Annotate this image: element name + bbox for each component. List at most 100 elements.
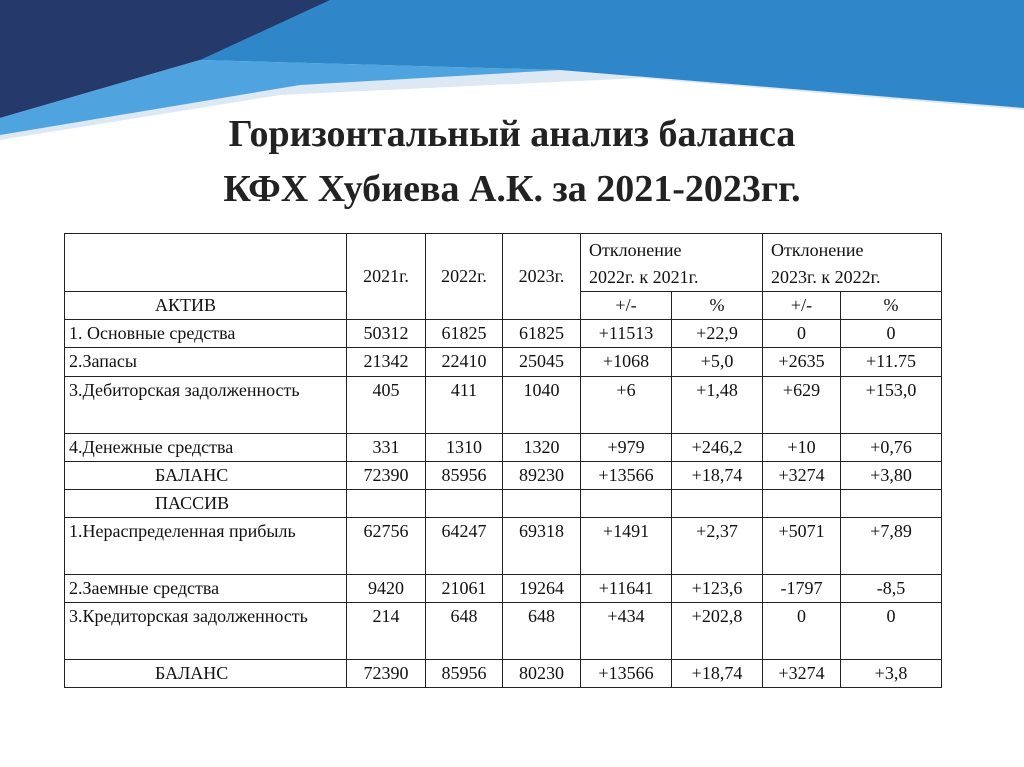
value-cell: +153,0 [840, 376, 942, 434]
value-cell: 1320 [502, 433, 581, 462]
sub-header: % [840, 291, 942, 320]
sub-header: +/- [580, 291, 672, 320]
row-label: 3.Кредиторская задолженность [64, 602, 347, 660]
value-cell: +202,8 [671, 602, 763, 660]
value-cell: 0 [840, 602, 942, 660]
value-cell: 50312 [346, 319, 426, 348]
value-cell: +11641 [580, 574, 672, 603]
empty-cell [64, 233, 347, 292]
value-cell: +3274 [762, 659, 841, 688]
value-cell: 89230 [502, 461, 581, 490]
value-cell: +1,48 [671, 376, 763, 434]
header-line: 2022г. к 2021г. [589, 267, 699, 287]
row-label: 4.Денежные средства [64, 433, 347, 462]
header-line: 2023г. к 2022г. [771, 267, 881, 287]
year-header: 2022г. [425, 233, 503, 320]
header-line: Отклонение [771, 240, 864, 260]
row-label: 1.Нераспределенная прибыль [64, 517, 347, 575]
section-label: АКТИВ [64, 291, 347, 320]
value-cell: +1068 [580, 347, 672, 377]
value-cell: +2,37 [671, 517, 763, 575]
value-cell: 214 [346, 602, 426, 660]
row-label: 2.Заемные средства [64, 574, 347, 603]
value-cell: +5,0 [671, 347, 763, 377]
empty-cell [671, 489, 763, 518]
value-cell: 64247 [425, 517, 503, 575]
value-cell: 1310 [425, 433, 503, 462]
value-cell: 648 [502, 602, 581, 660]
value-cell: 85956 [425, 461, 503, 490]
table-row: 1.Нераспределенная прибыль 62756 64247 6931… [64, 517, 942, 575]
row-label: ПАССИВ [64, 489, 347, 518]
band-navy [0, 0, 330, 118]
table-row: БАЛАНС 72390 85956 80230 +13566 +18,74 +3274 +3… [64, 659, 942, 688]
value-cell: 61825 [502, 319, 581, 348]
sub-header: % [671, 291, 763, 320]
title-line: Горизонтальный анализ баланса [228, 113, 796, 155]
value-cell: 1040 [502, 376, 581, 434]
value-cell: +18,74 [671, 461, 763, 490]
value-cell: 19264 [502, 574, 581, 603]
value-cell: 0 [762, 319, 841, 348]
value-cell: 21061 [425, 574, 503, 603]
value-cell: +979 [580, 433, 672, 462]
empty-cell [762, 489, 841, 518]
value-cell: 69318 [502, 517, 581, 575]
empty-cell [425, 489, 503, 518]
row-label: 2.Запасы [64, 347, 347, 377]
value-cell: 22410 [425, 347, 503, 377]
value-cell: +629 [762, 376, 841, 434]
value-cell: 72390 [346, 659, 426, 688]
deviation-header: Отклонение 2022г. к 2021г. [580, 233, 763, 292]
empty-cell [580, 489, 672, 518]
table-row: 4.Денежные средства 331 1310 1320 +979 +246,2… [64, 433, 942, 462]
band-blue [150, 0, 1024, 108]
value-cell: 648 [425, 602, 503, 660]
row-label: 1. Основные средства [64, 319, 347, 348]
title-line: КФХ Хубиева А.К. за 2021-2023гг. [223, 168, 801, 210]
value-cell: 62756 [346, 517, 426, 575]
value-cell: +1491 [580, 517, 672, 575]
value-cell: 25045 [502, 347, 581, 377]
table-row: БАЛАНС 72390 85956 89230 +13566 +18,74 +3274 +3… [64, 461, 942, 490]
value-cell: 80230 [502, 659, 581, 688]
empty-cell [346, 489, 426, 518]
value-cell: +3274 [762, 461, 841, 490]
value-cell: 405 [346, 376, 426, 434]
row-label: БАЛАНС [64, 659, 347, 688]
value-cell: +13566 [580, 461, 672, 490]
value-cell: +3,8 [840, 659, 942, 688]
value-cell: -8,5 [840, 574, 942, 603]
table-row: 1. Основные средства 50312 61825 61825 +1151… [64, 319, 942, 348]
table-row: 3.Дебиторская задолженность 405 411 1040 +6 +… [64, 376, 942, 434]
year-header: 2021г. [346, 233, 426, 320]
balance-table: 2021г. 2022г. 2023г. Отклонение 2022г. к … [64, 233, 942, 688]
value-cell: -1797 [762, 574, 841, 603]
value-cell: +10 [762, 433, 841, 462]
value-cell: 0 [840, 319, 942, 348]
value-cell: 85956 [425, 659, 503, 688]
value-cell: +0,76 [840, 433, 942, 462]
value-cell: 21342 [346, 347, 426, 377]
table-row: 3.Кредиторская задолженность 214 648 648 +43… [64, 602, 942, 660]
table-row: 2.Заемные средства 9420 21061 19264 +11641 +1… [64, 574, 942, 603]
header-line: Отклонение [589, 240, 682, 260]
value-cell: 0 [762, 602, 841, 660]
value-cell: 72390 [346, 461, 426, 490]
deviation-header: Отклонение 2023г. к 2022г. [762, 233, 942, 292]
band-accent [0, 60, 560, 135]
value-cell: +18,74 [671, 659, 763, 688]
sub-header: +/- [762, 291, 841, 320]
row-label: БАЛАНС [64, 461, 347, 490]
empty-cell [840, 489, 942, 518]
value-cell: +434 [580, 602, 672, 660]
table-row: 2.Запасы 21342 22410 25045 +1068 +5,0 +2635 +11… [64, 347, 942, 377]
value-cell: +123,6 [671, 574, 763, 603]
value-cell: 61825 [425, 319, 503, 348]
value-cell: +22,9 [671, 319, 763, 348]
empty-cell [502, 489, 581, 518]
row-label: 3.Дебиторская задолженность [64, 376, 347, 434]
value-cell: +7,89 [840, 517, 942, 575]
